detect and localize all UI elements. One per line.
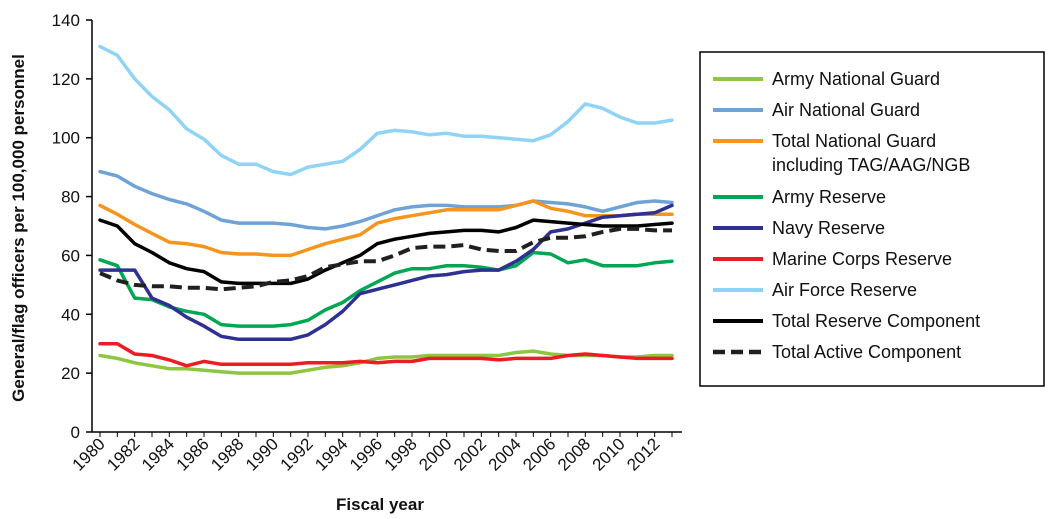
- x-tick-label: 2000: [415, 434, 455, 474]
- series-line-5: [98, 341, 674, 368]
- y-axis-title: General/flag officers per 100,000 person…: [9, 54, 28, 402]
- y-tick-label: 20: [61, 364, 80, 383]
- y-tick-label: 80: [61, 188, 80, 207]
- x-tick-label: 1994: [311, 434, 351, 474]
- legend-label: Total Reserve Component: [772, 311, 980, 331]
- x-tick-label: 2012: [623, 434, 663, 474]
- x-tick-label: 1990: [242, 434, 282, 474]
- legend-label: Army Reserve: [772, 187, 886, 207]
- x-tick-label: 2002: [450, 434, 490, 474]
- legend-label: Total Active Component: [772, 342, 961, 362]
- x-axis-title: Fiscal year: [336, 495, 424, 514]
- legend-label: Air Force Reserve: [772, 280, 917, 300]
- legend-items: Army National Guard Air National Guard Tot…: [713, 69, 980, 362]
- series-line-7: [98, 218, 674, 286]
- legend: Army National Guard Air National Guard Tot…: [699, 51, 1045, 387]
- y-axis-ticks: 0 20 40 60 80 100 120 140: [52, 11, 92, 442]
- series-line-4: [98, 203, 674, 342]
- series-line-8: [99, 226, 672, 292]
- series-line-3: [98, 250, 674, 328]
- x-tick-label: 1988: [207, 434, 247, 474]
- y-tick-label: 120: [52, 70, 80, 89]
- legend-label: Marine Corps Reserve: [772, 249, 952, 269]
- series-line-2: [98, 199, 674, 258]
- x-tick-label: 1998: [381, 434, 421, 474]
- x-tick-label: 2008: [554, 434, 594, 474]
- y-axis-title-group: General/flag officers per 100,000 person…: [9, 54, 28, 402]
- y-tick-label: 100: [52, 129, 80, 148]
- x-tick-label: 1986: [173, 434, 213, 474]
- x-tick-label: 2004: [485, 434, 525, 474]
- y-tick-label: 40: [61, 305, 80, 324]
- legend-label: Army National Guard: [772, 69, 940, 89]
- plot-area: [98, 44, 674, 375]
- x-tick-label: 1984: [138, 434, 178, 474]
- legend-box: [699, 51, 1045, 387]
- x-tick-label: 1992: [277, 434, 317, 474]
- x-axis-ticks: 1980198219841986198819901992199419961998…: [69, 432, 673, 475]
- x-tick-label: 1996: [346, 434, 386, 474]
- y-tick-label: 60: [61, 246, 80, 265]
- series-line-1: [98, 169, 674, 231]
- x-tick-label: 1982: [103, 434, 143, 474]
- series-line-6: [98, 44, 674, 177]
- y-tick-label: 0: [71, 423, 80, 442]
- x-tick-label: 2006: [519, 434, 559, 474]
- legend-label: Air National Guard: [772, 100, 920, 120]
- y-tick-label: 140: [52, 11, 80, 30]
- legend-label: Navy Reserve: [772, 218, 885, 238]
- legend-label: Total National Guard including TAG/AAG/NG…: [772, 131, 970, 175]
- x-tick-label: 2010: [589, 434, 629, 474]
